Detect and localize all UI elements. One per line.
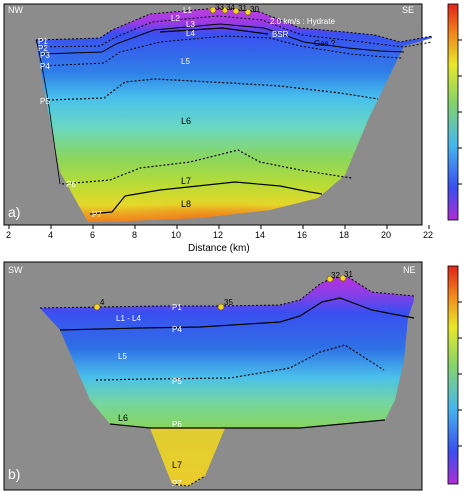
site-label: 31 <box>344 270 353 279</box>
layer-label: L5 <box>181 57 190 66</box>
layer-label: L6 <box>118 413 128 423</box>
x-tick-label: 12 <box>213 230 223 240</box>
site-marker <box>339 274 347 282</box>
layer-label: L4 <box>186 29 195 38</box>
site-marker <box>244 8 252 16</box>
site-marker <box>221 6 229 14</box>
panel-b: SW NE b) 4 35 32 31 P1 P4 P5 P6 P7 L1 - … <box>3 261 423 491</box>
layer-label: L1 <box>183 6 192 15</box>
panel-b-boundary-p1 <box>39 276 415 309</box>
panel-b-sites: 4 35 32 31 <box>93 270 353 311</box>
layer-label: L7 <box>172 460 182 470</box>
site-label: 4 <box>100 298 105 307</box>
boundary-label: P2 <box>38 44 48 53</box>
panel-a-boundary-p3 <box>39 23 405 55</box>
boundary-label: P1 <box>38 37 48 46</box>
layer-label: L7 <box>181 176 191 186</box>
panel-b-color-scale <box>447 265 462 485</box>
panel-a-color-scale <box>447 3 462 221</box>
x-tick-label: 10 <box>171 230 181 240</box>
x-tick-label: 8 <box>132 230 137 240</box>
panel-a-x-axis: 2 4 6 8 10 12 14 16 18 20 22 Distance (k… <box>6 225 433 254</box>
panel-a-boundary-p2 <box>37 15 433 48</box>
site-marker <box>209 6 217 14</box>
layer-label: L1 - L4 <box>116 314 141 323</box>
boundary-label: P5 <box>40 97 50 106</box>
panel-a-boundary-p5 <box>47 78 379 101</box>
boundary-label: P7 <box>172 479 182 488</box>
panel-a-letter: a) <box>8 204 20 220</box>
panel-a-left-direction: NW <box>8 5 23 15</box>
site-label: 30 <box>250 5 259 14</box>
panel-b-boundary-p4 <box>59 297 415 331</box>
site-label: 31 <box>238 4 247 13</box>
boundary-label: P7 <box>92 210 102 219</box>
boundary-label: P4 <box>40 62 50 71</box>
layer-label: L2 <box>171 14 180 23</box>
boundary-label: P4 <box>172 325 182 334</box>
panel-a-left-flank <box>35 39 61 185</box>
x-tick-label: 14 <box>255 230 265 240</box>
boundary-label: P1 <box>172 303 182 312</box>
boundary-label: P3 <box>40 51 50 60</box>
site-marker <box>93 303 101 311</box>
panel-b-velocity-model <box>40 277 414 486</box>
panel-b-boundary-p6 <box>109 419 386 429</box>
panel-a-high-velocity-zone <box>110 186 318 222</box>
site-marker <box>217 303 225 311</box>
site-marker <box>232 7 240 15</box>
layer-label: L8 <box>181 199 191 209</box>
x-tick-label: 2 <box>6 230 11 240</box>
x-tick-label: 20 <box>381 230 391 240</box>
site-marker <box>326 275 334 283</box>
panel-a-bsr-line <box>159 27 269 35</box>
panel-a-right-direction: SE <box>402 5 414 15</box>
hydrate-annotation: 2.0 km/s : Hydrate <box>270 17 335 26</box>
site-label: 34 <box>226 3 235 12</box>
boundary-label: P5 <box>172 377 182 386</box>
site-label: 35 <box>224 298 233 307</box>
gas-annotation: Gas ? <box>314 39 336 48</box>
layer-label: L3 <box>186 20 195 29</box>
panel-a-boundary-p7 <box>89 181 323 215</box>
panel-a: NW SE a) 33 34 31 30 2.0 km/s : Hydrate … <box>3 3 433 254</box>
panel-a-boundary-p4 <box>41 35 403 67</box>
x-tick-label: 4 <box>48 230 53 240</box>
panel-a-boundary-p1 <box>35 7 433 43</box>
site-label: 33 <box>215 3 224 12</box>
panel-b-left-direction: SW <box>8 265 23 275</box>
layer-label: L6 <box>181 116 191 126</box>
panel-a-sites: 33 34 31 30 <box>209 3 259 16</box>
site-label: 32 <box>331 271 340 280</box>
bsr-annotation: BSR <box>272 30 289 39</box>
layer-label: L5 <box>118 352 127 361</box>
panel-b-right-direction: NE <box>403 265 416 275</box>
x-tick-label: 16 <box>297 230 307 240</box>
panel-b-boundary-p7 <box>171 475 206 487</box>
x-tick-label: 6 <box>90 230 95 240</box>
x-tick-label: 22 <box>423 230 433 240</box>
panel-b-letter: b) <box>8 466 20 482</box>
panel-a-velocity-model <box>36 8 432 222</box>
panel-a-boundary-p6 <box>61 149 353 185</box>
boundary-label: P6 <box>66 180 76 189</box>
boundary-label: P6 <box>172 420 182 429</box>
panel-b-high-velocity-zone <box>150 428 225 486</box>
x-tick-label: 18 <box>339 230 349 240</box>
x-axis-title: Distance (km) <box>188 243 250 254</box>
